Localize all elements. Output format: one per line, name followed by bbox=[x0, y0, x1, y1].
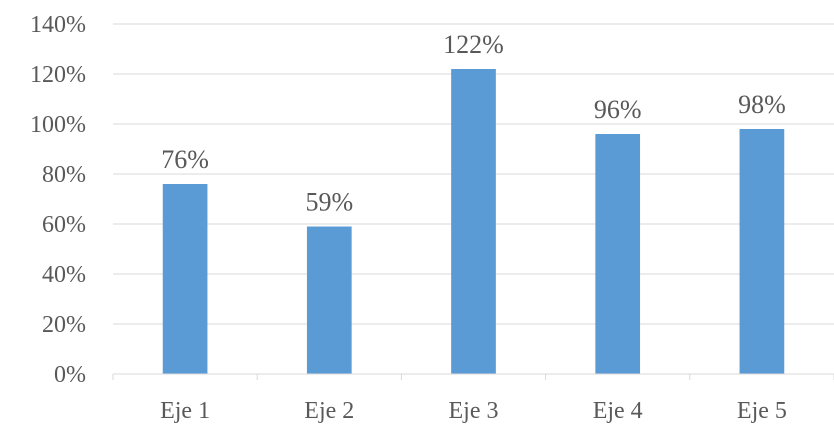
y-tick-label: 140% bbox=[30, 12, 86, 38]
y-tick-label: 60% bbox=[42, 212, 86, 238]
x-axis bbox=[112, 373, 834, 380]
data-label: 96% bbox=[594, 95, 642, 124]
bar bbox=[162, 184, 208, 374]
x-tick-label: Eje 5 bbox=[737, 398, 787, 424]
y-tick-label: 120% bbox=[30, 62, 86, 88]
bar bbox=[451, 69, 496, 374]
data-label: 122% bbox=[443, 30, 504, 59]
bar bbox=[306, 226, 352, 374]
data-label: 59% bbox=[305, 188, 353, 217]
y-tick-label: 20% bbox=[42, 312, 86, 338]
x-tick-label: Eje 3 bbox=[449, 398, 499, 424]
bars bbox=[162, 69, 785, 374]
x-axis-tick-labels: Eje 1 Eje 2 Eje 3 Eje 4 Eje 5 bbox=[160, 398, 787, 424]
x-tick-label: Eje 4 bbox=[593, 398, 643, 424]
data-labels: 76% 59% 122% 96% 98% bbox=[161, 30, 785, 217]
bar bbox=[595, 134, 641, 374]
y-axis-tick-labels: 0% 20% 40% 60% 80% 100% 120% 140% bbox=[30, 12, 86, 388]
y-tick-label: 0% bbox=[54, 362, 86, 388]
bar bbox=[739, 129, 785, 374]
x-tick-label: Eje 2 bbox=[304, 398, 354, 424]
data-label: 98% bbox=[738, 90, 786, 119]
x-tick-label: Eje 1 bbox=[160, 398, 210, 424]
y-tick-label: 80% bbox=[42, 162, 86, 188]
y-tick-label: 40% bbox=[42, 262, 86, 288]
y-tick-label: 100% bbox=[30, 112, 86, 138]
data-label: 76% bbox=[161, 145, 209, 174]
